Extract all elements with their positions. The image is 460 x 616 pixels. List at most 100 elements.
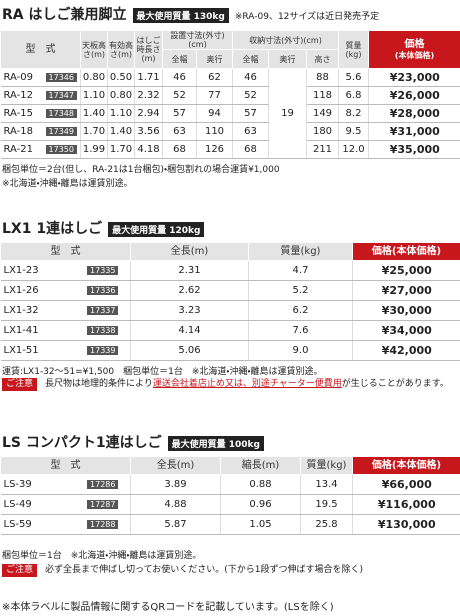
value-cell: 46 (232, 68, 269, 87)
code-cell: 17350 (42, 140, 81, 159)
lx1-table: 型 式 全長(m) 質量(kg) 価格(本体価格) LX1-23 17335 2.3… (0, 242, 460, 361)
price-cell: ¥30,000 (352, 300, 460, 321)
table-row: RA-12 17347 1.10 0.80 2.32 52 77 52 118 6.8 ¥26,00… (0, 86, 460, 105)
value-cell: 1.05 (220, 514, 301, 535)
value-cell: 2.62 (130, 280, 249, 301)
header-cell: 全長(m) (130, 242, 249, 261)
value-cell: 0.88 (220, 474, 301, 495)
note: 運賃:LX1-32〜51=¥1,500 梱包単位＝1台 ※北海道・沖縄・離島は運… (2, 367, 323, 377)
value-cell: 2.94 (134, 104, 163, 123)
caution-text: 長尺物は地理的条件により (45, 379, 153, 389)
code-badge: 17338 (87, 326, 119, 335)
value-cell: 1.99 (80, 140, 108, 159)
code-badge: 17346 (45, 73, 77, 82)
code-cell: 17336 (75, 280, 131, 301)
value-cell: 1.10 (107, 104, 135, 123)
value-cell: 5.06 (130, 340, 249, 361)
value-cell: 4.7 (248, 260, 353, 281)
value-cell: 1.70 (80, 122, 108, 141)
title-text: LX1 1連はしご (2, 221, 103, 237)
table-row: LX1-51 17339 5.06 9.0 ¥42,000 (0, 340, 460, 361)
header-cell: 価格(本体価格) (368, 30, 460, 69)
header-cell: 全長(m) (130, 456, 221, 475)
value-cell: 63 (232, 122, 269, 141)
header-cell: 天板高さ(m) (80, 30, 108, 69)
code-cell: 17347 (42, 86, 81, 105)
value-cell: 94 (196, 104, 233, 123)
header-cell: 有効高さ(m) (107, 30, 135, 69)
value-cell: 8.2 (338, 104, 369, 123)
value-cell: 57 (162, 104, 197, 123)
model-cell: RA-12 (0, 86, 43, 105)
caution-text: 必ず全長まで伸ばし切ってお使いください。(下から1段ずつ伸ばす場合を除く) (45, 565, 364, 575)
header-cell: 質量(kg) (248, 242, 353, 261)
header-cell: 型 式 (0, 456, 131, 475)
code-cell: 17349 (42, 122, 81, 141)
table-body: RA-09 17346 0.80 0.50 1.71 46 62 46 19 88 5.6 ¥23,0… (0, 68, 460, 159)
value-cell: 77 (196, 86, 233, 105)
price-cell: ¥130,000 (352, 514, 460, 535)
value-cell: 0.96 (220, 494, 301, 515)
price-cell: ¥34,000 (352, 320, 460, 341)
caution: ご注意 長尺物は地理的条件により運送会社着店止め又は、別途チャーター便費用が生じる… (2, 378, 452, 391)
table-row: LS-39 17286 3.89 0.88 13.4 ¥66,000 (0, 474, 460, 495)
value-cell: 4.88 (130, 494, 221, 515)
table-row: RA-21 17350 1.99 1.70 4.18 68 126 68 211 12.0 ¥35,… (0, 140, 460, 159)
code-cell: 17286 (75, 474, 131, 495)
value-cell: 9.5 (338, 122, 369, 141)
badge: 最大使用質量 120kg (108, 221, 205, 237)
value-cell: 1.10 (80, 86, 108, 105)
value-cell: 4.14 (130, 320, 249, 341)
code-cell: 17338 (75, 320, 131, 341)
value-cell: 6.2 (248, 300, 353, 321)
note: 梱包単位＝1台 ※北海道・沖縄・離島は運賃別途。 (2, 551, 202, 561)
value-cell: 25.8 (300, 514, 353, 535)
price-cell: ¥116,000 (352, 494, 460, 515)
table-row: LX1-23 17335 2.31 4.7 ¥25,000 (0, 260, 460, 281)
caution-tag: ご注意 (2, 564, 38, 577)
value-cell: 3.56 (134, 122, 163, 141)
header-cell: 価格(本体価格) (352, 242, 460, 261)
value-cell: 52 (162, 86, 197, 105)
code-badge: 17349 (45, 127, 77, 136)
table-body: LS-39 17286 3.89 0.88 13.4 ¥66,000 LS-49 17287 4… (0, 474, 460, 535)
header-cell: 奥行 (268, 49, 307, 69)
table-row: RA-09 17346 0.80 0.50 1.71 46 62 46 19 88 5.6 ¥23,0… (0, 68, 460, 159)
footer: ※本体ラベルに製品情報に関するQRコードを記載しています。(LSを除く) (2, 602, 334, 613)
header-cell: 全幅 (162, 49, 197, 69)
code-cell: 17337 (75, 300, 131, 321)
table-row: LX1-26 17336 2.62 5.2 ¥27,000 (0, 280, 460, 301)
table-row: RA-18 17349 1.70 1.40 3.56 63 110 63 180 9.5 ¥31,0… (0, 122, 460, 141)
value-cell: 1.40 (80, 104, 108, 123)
model-cell: LX1-41 (0, 320, 76, 341)
section-title: RA はしご兼用脚立 最大使用質量 130kg ※RA-09、12サイズは近日発売予… (2, 4, 379, 24)
code-badge: 17348 (45, 109, 77, 118)
value-cell: 63 (162, 122, 197, 141)
value-cell: 0.80 (107, 86, 135, 105)
code-cell: 17346 (42, 68, 81, 87)
model-cell: RA-09 (0, 68, 43, 87)
ra-table: 型 式 天板高さ(m) 有効高さ(m) はしご時長さ(m) 設置寸法(外寸)(c… (0, 30, 460, 159)
value-cell: 2.31 (130, 260, 249, 281)
title-text: RA はしご兼用脚立 (2, 7, 127, 23)
header-cell: 縮長(m) (220, 456, 301, 475)
value-cell: 5.2 (248, 280, 353, 301)
model-cell: LX1-32 (0, 300, 76, 321)
value-cell: 19 (268, 68, 307, 159)
table-row: RA-15 17348 1.40 1.10 2.94 57 94 57 149 8.2 ¥28,00… (0, 104, 460, 123)
caution-tag: ご注意 (2, 378, 38, 391)
model-cell: LS-59 (0, 514, 76, 535)
value-cell: 2.32 (134, 86, 163, 105)
badge: 最大使用質量 100kg (167, 435, 264, 451)
value-cell: 68 (232, 140, 269, 159)
title-text: LS コンパクト1連はしご (2, 435, 162, 451)
code-badge: 17287 (87, 500, 119, 509)
price-cell: ¥31,000 (368, 122, 460, 141)
value-cell: 12.0 (338, 140, 369, 159)
header-cell: はしご時長さ(m) (134, 30, 163, 69)
code-badge: 17350 (45, 145, 77, 154)
code-badge: 17288 (87, 520, 119, 529)
price-cell: ¥23,000 (368, 68, 460, 87)
code-badge: 17347 (45, 91, 77, 100)
header-text: (本体価格) (394, 50, 435, 60)
